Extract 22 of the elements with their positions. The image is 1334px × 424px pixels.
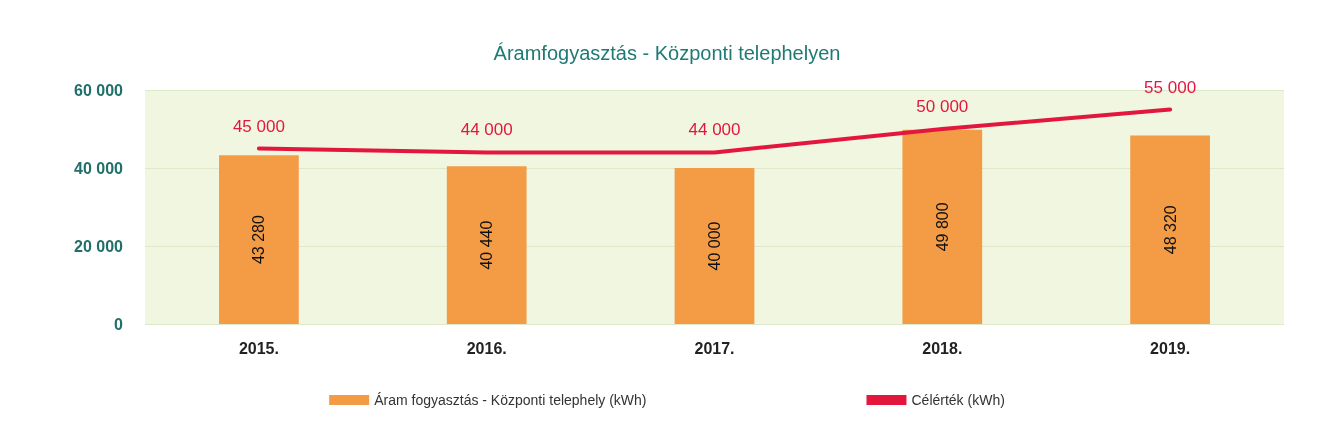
y-tick-label: 60 000 [74,81,124,99]
data-label: 45 000 [232,116,285,136]
data-label: 55 000 [1144,77,1197,97]
data-label: 44 000 [688,120,741,140]
data-label: 48 320 [1161,205,1179,255]
y-tick-label: 40 000 [74,159,124,177]
data-label: 49 800 [933,202,951,252]
x-tick-label: 2018. [922,339,963,357]
y-tick-label: 0 [114,315,124,333]
data-label: 50 000 [916,97,969,116]
x-tick-label: 2015. [238,339,279,357]
chart-title: Áramfogyasztás - Központi telephelyen [493,42,841,64]
data-label: 40 000 [706,221,723,271]
y-tick-label: 20 000 [74,237,124,255]
data-label: 44 000 [460,120,513,140]
x-tick-label: 2016. [466,339,507,357]
x-tick-label: 2017. [694,339,735,357]
x-tick-label: 2019. [1150,339,1191,357]
legend-label: Áram fogyasztás - Központi telephely (kWh) [374,392,647,408]
legend-label: Célérték (kWh) [911,392,1005,408]
data-label: 40 440 [478,220,496,270]
data-label: 43 280 [250,215,268,265]
